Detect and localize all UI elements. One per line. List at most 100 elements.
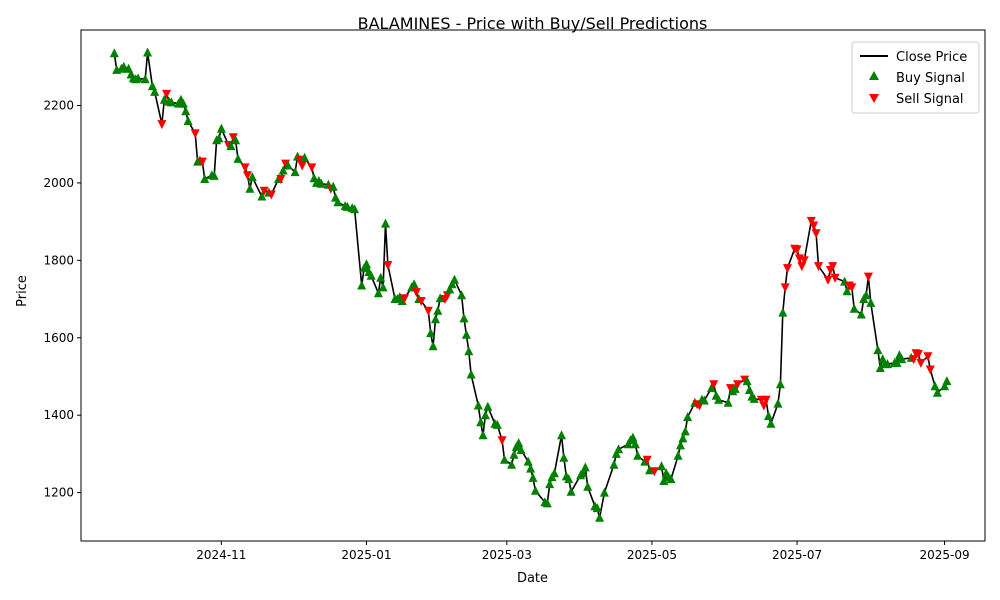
buy-signal-marker	[645, 465, 655, 475]
buy-signal-marker	[428, 341, 438, 351]
buy-signal-marker	[435, 293, 445, 303]
sell-signal-marker	[423, 306, 433, 316]
x-tick-label: 2024-11	[196, 548, 246, 562]
buy-signal-marker	[580, 462, 590, 472]
buy-signal-marker	[545, 479, 555, 489]
sell-signal-marker	[925, 365, 935, 375]
buy-signal-marker	[583, 481, 593, 491]
buy-signal-marker	[473, 400, 483, 410]
buy-signal-marker	[492, 419, 502, 429]
sell-signal-marker	[649, 467, 659, 477]
buy-signal-marker	[159, 94, 169, 104]
sell-signal-marker	[780, 283, 790, 293]
sell-signal-marker	[497, 436, 507, 446]
y-tick-label: 1400	[43, 408, 74, 422]
buy-signal-marker	[942, 376, 952, 386]
buy-signal-marker	[478, 430, 488, 440]
buy-signal-marker	[530, 485, 540, 495]
buy-signal-marker	[764, 411, 773, 420]
buy-signal-marker	[559, 452, 569, 462]
buy-signal-marker	[566, 486, 576, 496]
buy-signal-marker	[226, 141, 236, 151]
y-tick-label: 1600	[43, 331, 74, 345]
buy-signal-marker	[940, 381, 950, 391]
legend-close-price-label: Close Price	[896, 50, 967, 65]
buy-signal-marker	[278, 165, 288, 175]
buy-signal-marker	[766, 418, 776, 428]
buy-signal-marker	[609, 459, 619, 469]
buy-signal-marker	[119, 61, 129, 71]
buy-signal-marker	[233, 153, 243, 163]
axes-frame	[80, 29, 986, 542]
buy-signal-marker	[333, 197, 343, 207]
buy-signal-marker	[611, 448, 621, 458]
buy-signal-marker	[500, 454, 509, 464]
buy-signal-marker	[181, 106, 191, 116]
buy-signal-marker	[450, 274, 459, 284]
sell-signal-marker	[400, 294, 409, 304]
y-tick-label: 2200	[43, 98, 74, 112]
plot-area	[109, 47, 952, 522]
buy-signal-marker	[595, 512, 605, 522]
buy-signal-marker	[557, 430, 566, 440]
buy-signal-marker	[214, 133, 224, 143]
x-tick-label: 2025-01	[341, 548, 391, 562]
sell-signal-marker	[828, 262, 838, 272]
legend: Close Price Buy Signal Sell Signal	[851, 41, 980, 114]
buy-signal-marker	[578, 468, 588, 478]
buy-signal-marker	[447, 279, 457, 289]
y-tick-label: 2000	[43, 176, 74, 190]
sell-signal-marker	[733, 380, 743, 390]
sell-signal-marker	[442, 291, 452, 301]
buy-signal-marker	[873, 345, 883, 355]
buy-signal-marker	[883, 359, 892, 369]
buy-signal-marker	[630, 439, 640, 449]
buy-signal-marker	[483, 401, 493, 411]
buy-signal-marker	[216, 123, 226, 133]
buy-signal-marker	[745, 385, 754, 394]
sell-signal-marker	[814, 262, 823, 272]
buy-signal-marker	[283, 160, 293, 170]
sell-signal-marker	[809, 221, 819, 231]
buy-signal-marker	[133, 73, 143, 83]
x-tick-label: 2025-03	[482, 548, 532, 562]
buy-signal-marker	[714, 394, 724, 404]
buy-signal-marker	[778, 307, 788, 317]
buy-signal-marker	[461, 329, 471, 339]
sell-signal-marker	[297, 161, 307, 171]
sell-signal-marker	[823, 275, 833, 285]
sell-signal-marker	[243, 171, 252, 181]
buy-signal-marker	[178, 98, 188, 108]
sell-signal-marker	[240, 163, 250, 173]
buy-signal-marker	[549, 468, 559, 478]
legend-sell-signal-marker	[869, 94, 879, 103]
buy-signal-marker	[433, 305, 443, 315]
buy-signal-marker	[466, 369, 476, 379]
buy-signal-marker	[350, 204, 360, 214]
buy-signal-marker	[523, 456, 533, 466]
sell-signal-marker	[923, 352, 933, 362]
buy-signal-marker	[659, 476, 669, 485]
x-axis-label: Date	[517, 571, 548, 586]
buy-signal-marker	[431, 314, 440, 324]
buy-signal-marker	[897, 354, 907, 364]
sell-signal-marker	[806, 216, 816, 226]
buy-signal-marker	[932, 387, 942, 397]
buy-signal-marker	[875, 363, 885, 372]
x-tick-label: 2025-09	[919, 548, 969, 562]
buy-signal-marker	[673, 450, 683, 460]
buy-signal-marker	[357, 280, 367, 290]
buy-signal-marker	[445, 284, 455, 294]
x-tick-label: 2025-07	[772, 548, 822, 562]
buy-signal-marker	[666, 474, 676, 484]
sell-signal-marker	[811, 229, 821, 239]
buy-signal-marker	[773, 398, 783, 408]
buy-signal-marker	[678, 433, 688, 443]
buy-signal-marker	[245, 183, 255, 193]
buy-signal-marker	[290, 167, 300, 177]
buy-signal-marker	[143, 47, 153, 57]
buy-signal-marker	[480, 410, 490, 420]
buy-signal-marker	[680, 426, 690, 436]
sell-signal-marker	[157, 120, 167, 130]
buy-signal-marker	[633, 450, 643, 460]
